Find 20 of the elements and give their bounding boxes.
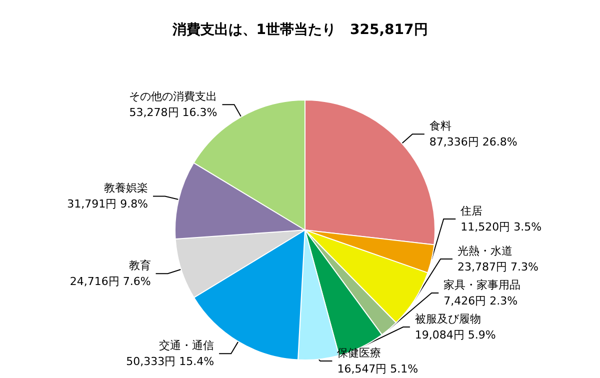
slice-label: 交通・通信 — [159, 339, 214, 352]
slice-label: 被服及び履物 — [414, 312, 481, 326]
data-label: 11,520円 3.5% — [460, 220, 542, 234]
data-label: 16,547円 5.1% — [337, 362, 418, 376]
data-label: 50,333円 15.4% — [126, 355, 214, 368]
slice-label: 家具・家事用品 — [444, 278, 521, 292]
slice-label: 光熱・水道 — [458, 244, 512, 258]
slice-label: 教育 — [128, 259, 151, 272]
data-label: 24,716円 7.6% — [70, 275, 151, 288]
slice-label: 教養娯楽 — [104, 182, 148, 195]
data-label: 19,084円 5.9% — [414, 328, 496, 342]
chart-title: 消費支出は、1世帯当たり 325,817円 — [171, 22, 428, 38]
data-label: 31,791円 9.8% — [67, 198, 148, 211]
data-label: 7,426円 2.3% — [444, 294, 518, 308]
data-label: 87,336円 26.8% — [429, 136, 518, 149]
slice-label: 食料 — [429, 120, 452, 133]
slice-label: 住居 — [460, 204, 483, 218]
data-label: 53,278円 16.3% — [129, 106, 218, 120]
data-label: 23,787円 7.3% — [458, 260, 538, 274]
slice-label: その他の消費支出 — [129, 90, 218, 104]
